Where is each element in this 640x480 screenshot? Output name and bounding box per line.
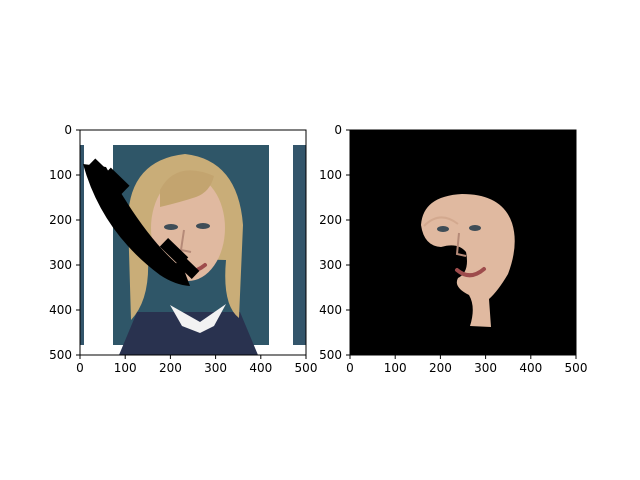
left-y-tick-label-4: 400: [49, 303, 72, 317]
left-y-tick-label-1: 100: [49, 168, 72, 182]
right-y-tick-label-4: 400: [319, 303, 342, 317]
right-y-tick-label-1: 100: [319, 168, 342, 182]
left-x-tick-label-3: 300: [204, 361, 227, 375]
right-x-tick-label-5: 500: [565, 361, 588, 375]
left-x-tick-label-5: 500: [295, 361, 318, 375]
right-y-tick-label-0: 0: [334, 123, 342, 137]
right-y-axis: 0 100 200 300 400 500: [319, 123, 350, 362]
right-axes-frame: [349, 129, 577, 356]
right-x-tick-label-1: 100: [384, 361, 407, 375]
left-y-tick-label-0: 0: [64, 123, 72, 137]
left-y-axis: 0 100 200 300 400 500: [49, 123, 80, 362]
right-image-panel: [350, 130, 576, 355]
left-image-panel: [80, 130, 306, 355]
left-x-tick-label-0: 0: [76, 361, 84, 375]
left-y-tick-label-3: 300: [49, 258, 72, 272]
left-x-tick-label-2: 200: [159, 361, 182, 375]
right-y-tick-label-5: 500: [319, 348, 342, 362]
right-x-axis: 0 100 200 300 400 500: [346, 355, 587, 375]
left-x-tick-label-1: 100: [114, 361, 137, 375]
right-y-tick-label-2: 200: [319, 213, 342, 227]
right-x-tick-label-4: 400: [519, 361, 542, 375]
left-y-tick-label-2: 200: [49, 213, 72, 227]
left-x-tick-label-4: 400: [249, 361, 272, 375]
right-y-tick-label-3: 300: [319, 258, 342, 272]
left-x-axis: 0 100 200 300 400 500: [76, 355, 317, 375]
right-x-tick-label-0: 0: [346, 361, 354, 375]
right-x-tick-label-3: 300: [474, 361, 497, 375]
right-x-tick-label-2: 200: [429, 361, 452, 375]
left-axes-frame: [79, 129, 307, 356]
left-y-tick-label-5: 500: [49, 348, 72, 362]
